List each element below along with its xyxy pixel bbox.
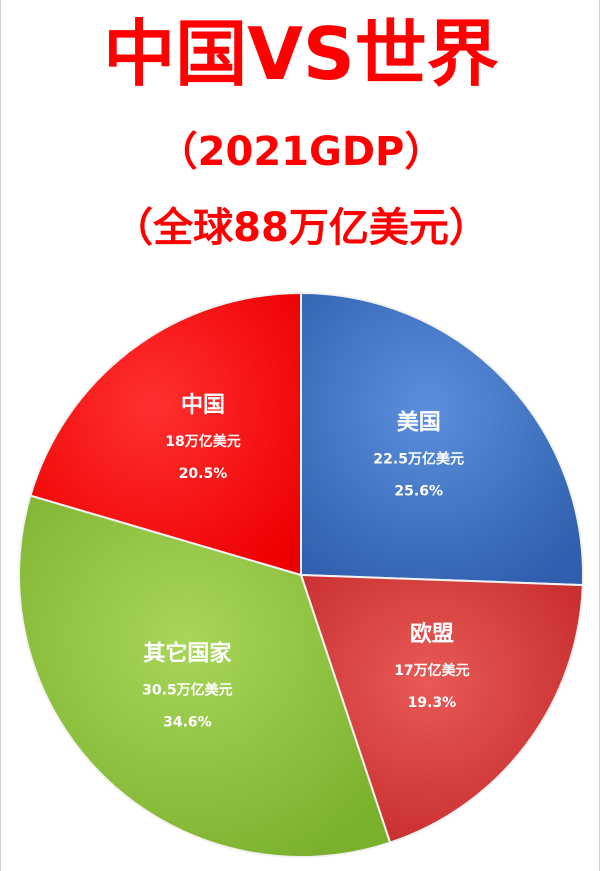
slice-percent-label: 25.6% xyxy=(394,483,443,499)
label-others: 其它国家 30.5万亿美元 34.6% xyxy=(142,641,233,731)
slice-percent-label: 34.6% xyxy=(163,715,212,731)
label-eu: 欧盟 17万亿美元 19.3% xyxy=(394,621,469,711)
slice-percent-label: 19.3% xyxy=(408,695,457,711)
chart-title: 中国VS世界 xyxy=(103,12,499,96)
slice-others xyxy=(18,494,392,858)
slice-value-label: 22.5万亿美元 xyxy=(373,450,464,467)
slice-usa xyxy=(300,291,584,587)
label-usa: 美国 22.5万亿美元 25.6% xyxy=(373,409,464,499)
chart-subtitle-total: （全球88万亿美元） xyxy=(113,205,489,251)
slice-name: 美国 xyxy=(397,409,441,435)
label-china: 中国 18万亿美元 20.5% xyxy=(165,393,240,482)
slice-value-label: 30.5万亿美元 xyxy=(142,682,233,699)
slice-name: 其它国家 xyxy=(143,641,232,667)
slice-eu xyxy=(299,573,584,844)
slice-name: 欧盟 xyxy=(410,621,454,647)
slice-china xyxy=(29,291,302,577)
slice-value-label: 17万亿美元 xyxy=(394,662,469,679)
slice-name: 中国 xyxy=(181,393,225,418)
chart-subtitle-year: （2021GDP） xyxy=(157,129,445,175)
slice-percent-label: 20.5% xyxy=(179,466,228,482)
slice-value-label: 18万亿美元 xyxy=(165,433,240,450)
